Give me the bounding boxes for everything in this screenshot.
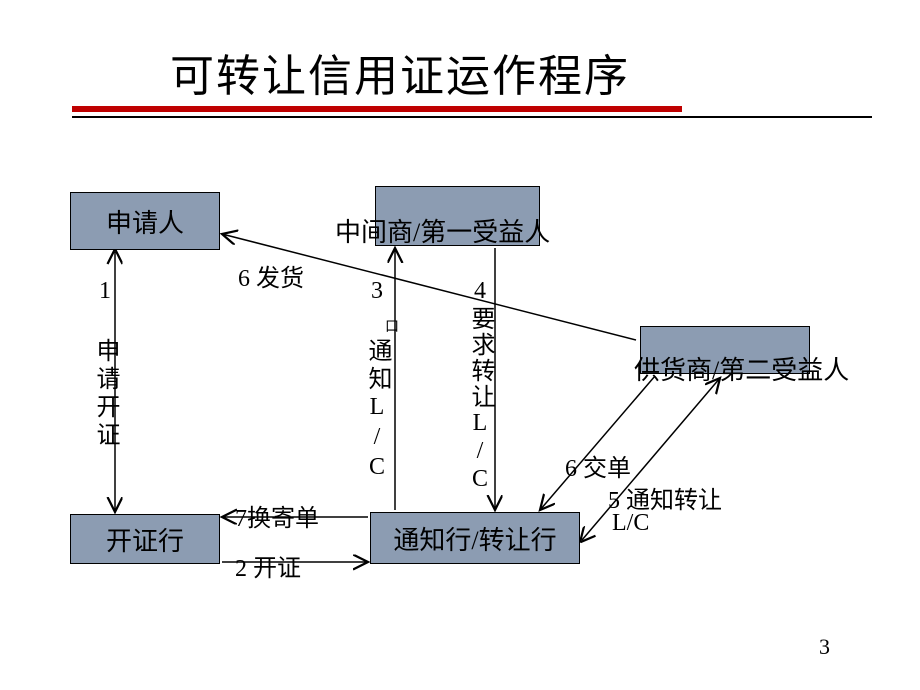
- title-text: 可转让信用证运作程序: [170, 52, 630, 101]
- edge-label-6-ship: 6 发货: [238, 258, 304, 293]
- small-marker: 口: [385, 316, 399, 336]
- edge-label-2: 2 开证: [235, 548, 301, 583]
- node-advising-bank: 通知行/转让行: [370, 512, 580, 564]
- node-middleman-label: 中间商/第一受益人: [335, 212, 550, 249]
- node-applicant: 申请人: [70, 192, 220, 250]
- edge-label-5b: L/C: [612, 510, 649, 537]
- edge-label-1: 1 申请开证: [88, 278, 123, 450]
- title-underline-red: [72, 106, 682, 112]
- edge-label-4: 4要求转让L/C: [463, 278, 498, 494]
- node-advising-label: 通知行/转让行: [393, 520, 556, 557]
- edge-label-3: 3 通知L/C: [360, 278, 395, 484]
- edge-label-7: 7换寄单: [235, 498, 319, 533]
- node-supplier-label: 供货商/第二受益人: [634, 350, 849, 387]
- node-applicant-label: 申请人: [106, 203, 184, 240]
- slide-title: 可转让信用证运作程序: [170, 40, 630, 104]
- title-underline-black: [72, 116, 872, 118]
- node-issuing-label: 开证行: [106, 521, 184, 558]
- page-number: 3: [819, 634, 830, 660]
- node-issuing-bank: 开证行: [70, 514, 220, 564]
- edge-label-6-docs: 6 交单: [565, 448, 631, 483]
